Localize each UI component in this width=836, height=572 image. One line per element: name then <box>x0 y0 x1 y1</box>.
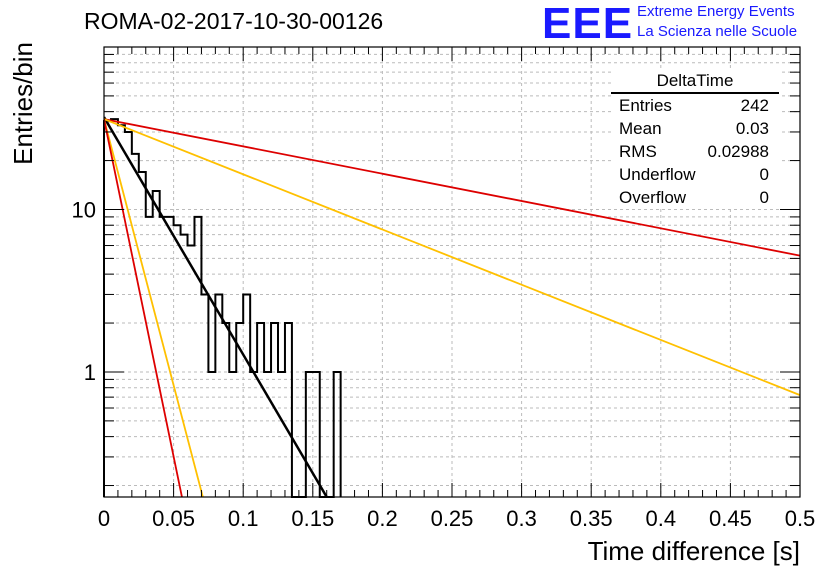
histogram-bin <box>146 217 153 497</box>
histogram-bin <box>243 294 250 497</box>
eee-logo: EEE <box>542 0 634 48</box>
x-axis-label: Time difference [s] <box>588 536 800 566</box>
histogram-bin <box>278 372 285 497</box>
x-tick-label: 0.4 <box>646 506 677 531</box>
plot-frame <box>103 46 801 498</box>
stats-value: 0 <box>759 165 769 184</box>
stats-label: Mean <box>619 119 662 138</box>
histogram-bin <box>334 372 341 497</box>
histogram-bin <box>104 121 111 497</box>
histogram-bin <box>118 125 125 497</box>
stats-label: Entries <box>619 96 672 115</box>
tick-labels: 0 0.05 0.1 0.15 0.2 0.25 0.3 0.35 0.4 0.45 0.5 1 10 <box>72 197 816 531</box>
grid-lines <box>104 47 800 497</box>
stats-row-underflow: Underflow 0 <box>611 163 779 186</box>
stats-box-title: DeltaTime <box>611 70 779 94</box>
histogram-bin <box>229 372 236 497</box>
stats-row-entries: Entries 242 <box>611 94 779 117</box>
histogram-bin <box>201 294 208 497</box>
stats-box: DeltaTime Entries 242 Mean 0.03 RMS 0.02… <box>611 70 779 209</box>
stats-row-mean: Mean 0.03 <box>611 117 779 140</box>
org-name-line1: Extreme Energy Events <box>637 3 795 20</box>
histogram-bin <box>250 372 257 497</box>
x-tick-label: 0.1 <box>228 506 259 531</box>
x-tick-label: 0.45 <box>709 506 752 531</box>
stats-value: 242 <box>740 96 769 115</box>
stats-value: 0 <box>759 188 769 207</box>
axes <box>103 46 801 498</box>
stats-label: Overflow <box>619 188 687 207</box>
histogram-bin <box>285 323 292 497</box>
x-tick-label: 0.15 <box>291 506 334 531</box>
x-tick-label: 0.25 <box>431 506 474 531</box>
histogram-bin <box>194 217 201 497</box>
fit-line-1 <box>104 118 800 257</box>
stats-value: 0.03 <box>735 119 769 138</box>
histogram-bin <box>139 172 146 497</box>
histogram-bin <box>153 191 160 497</box>
histogram-bin <box>222 323 229 497</box>
x-tick-label: 0.35 <box>570 506 613 531</box>
histogram-bin <box>111 119 118 497</box>
histogram-bin <box>132 154 139 497</box>
chart-title: ROMA-02-2017-10-30-00126 <box>84 8 384 34</box>
stats-row-rms: RMS 0.02988 <box>611 140 779 163</box>
stats-label: Underflow <box>619 165 696 184</box>
fit-line-2 <box>104 118 800 396</box>
y-axis-label: Entries/bin <box>8 42 38 165</box>
x-tick-label: 0.2 <box>367 506 398 531</box>
fit-line-0 <box>104 116 328 497</box>
fit-line-4 <box>104 118 183 497</box>
histogram-bin <box>257 323 264 497</box>
histogram-bin <box>306 372 313 497</box>
fit-lines <box>104 116 800 497</box>
histogram-bin <box>208 372 215 497</box>
stats-label: RMS <box>619 142 657 161</box>
y-tick-label: 10 <box>72 197 96 222</box>
fit-line-3 <box>104 118 204 497</box>
x-tick-label: 0.3 <box>506 506 537 531</box>
stats-value: 0.02988 <box>707 142 769 161</box>
x-tick-label: 0.5 <box>785 506 816 531</box>
stats-row-overflow: Overflow 0 <box>611 186 779 209</box>
org-name-line2: La Scienza nelle Scuole <box>637 23 798 40</box>
y-tick-label: 1 <box>84 360 96 385</box>
x-tick-label: 0 <box>98 506 110 531</box>
histogram-bin <box>125 132 132 497</box>
histogram-bin <box>174 225 181 497</box>
histogram-bin <box>215 294 222 497</box>
x-tick-label: 0.05 <box>152 506 195 531</box>
